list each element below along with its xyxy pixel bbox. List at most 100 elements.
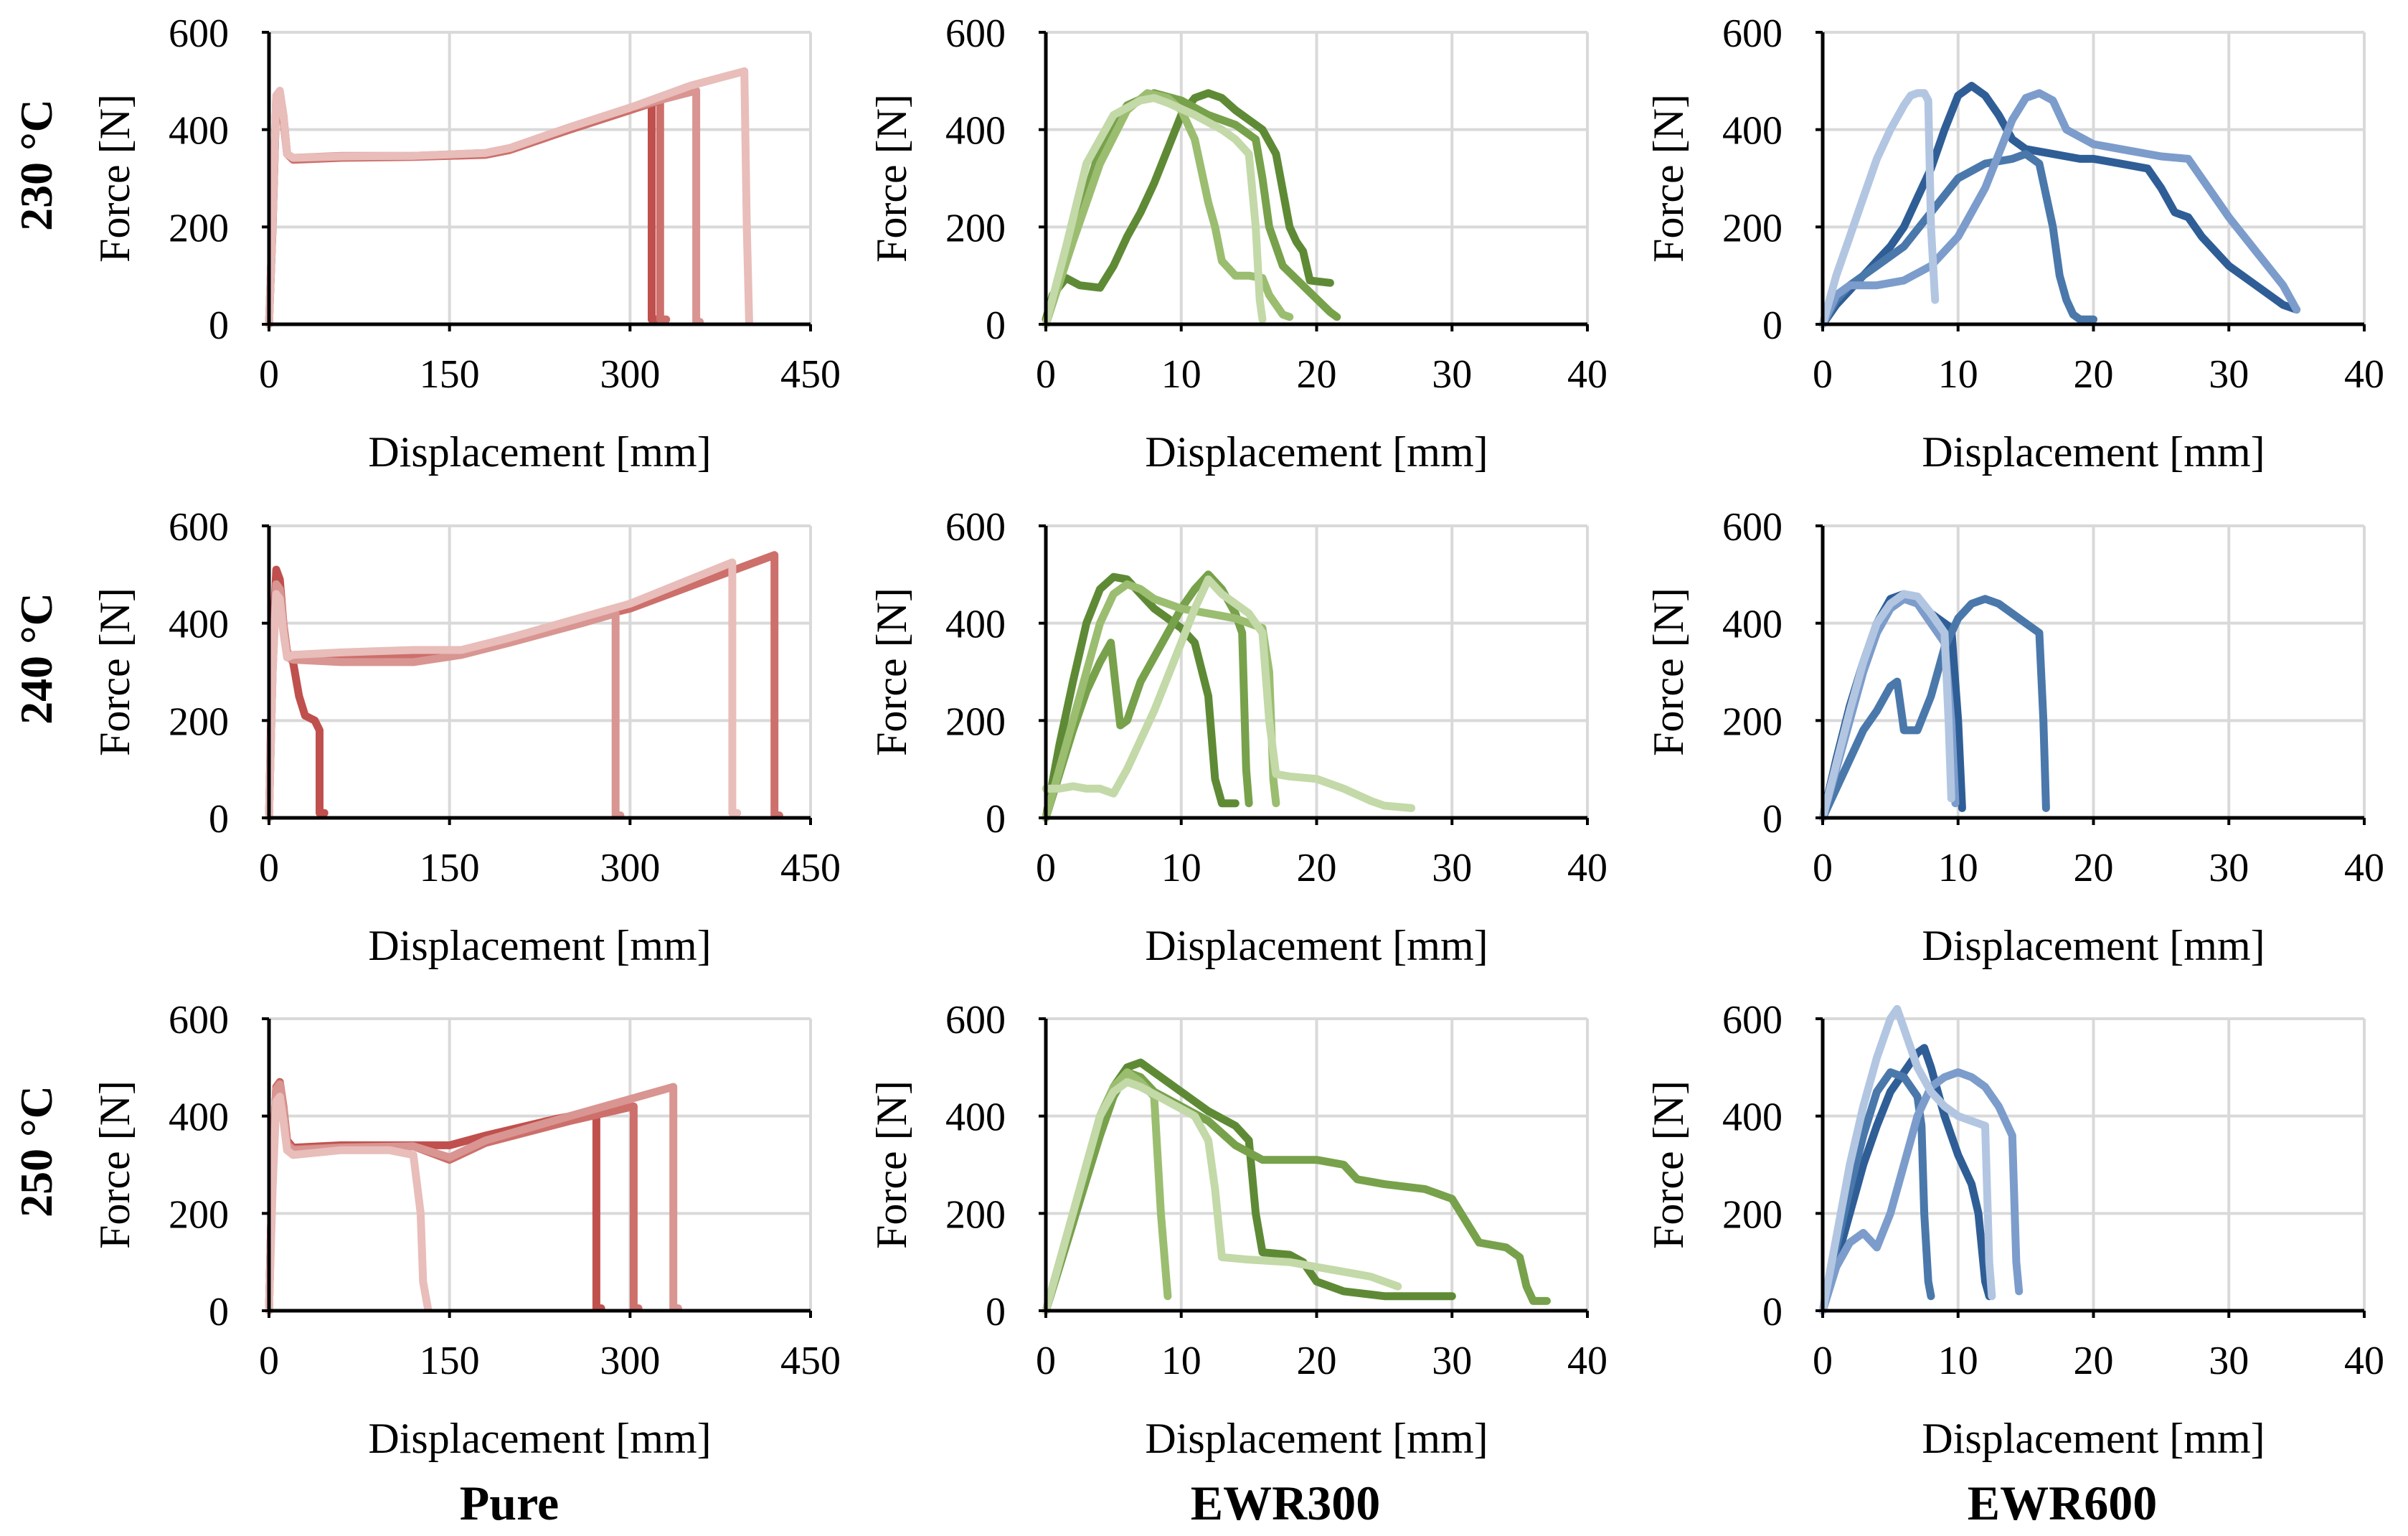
x-tick-label: 30 (1432, 1339, 1472, 1383)
y-axis-label: Force [N] (1645, 1080, 1692, 1249)
x-tick-label: 40 (1567, 352, 1607, 397)
x-tick-label: 10 (1161, 352, 1201, 397)
series-line-4 (1042, 94, 1267, 329)
x-tick-label: 20 (1297, 846, 1337, 890)
y-tick-label: 0 (209, 797, 229, 842)
series-line-4 (1818, 590, 1955, 822)
column-label-pure: Pure (460, 1476, 559, 1530)
y-tick-label: 600 (945, 998, 1006, 1042)
x-tick-label: 10 (1938, 846, 1978, 890)
x-tick-label: 20 (2074, 1339, 2114, 1383)
series-line-2 (1818, 1068, 1935, 1315)
y-axis-label: Force [N] (868, 588, 915, 756)
row-label-240: 240 °C (11, 593, 62, 725)
chart-ewr300-230: 0 200 400 600 0 10 20 30 40 Displacement [mm] Forc… (868, 11, 1607, 476)
row-label-250: 250 °C (11, 1085, 62, 1217)
x-tick-label: 40 (1567, 846, 1607, 890)
y-tick-label: 0 (986, 303, 1006, 348)
x-axis-label: Displacement [mm] (368, 428, 711, 476)
y-tick-label: 0 (209, 303, 229, 348)
series-line-4 (1042, 575, 1416, 812)
series-line-2 (265, 551, 783, 822)
x-axis-label: Displacement [mm] (1922, 922, 2265, 969)
y-tick-label: 400 (945, 109, 1006, 154)
row-label-230: 230 °C (11, 99, 62, 231)
x-tick-label: 40 (2344, 352, 2384, 397)
y-tick-label: 400 (945, 603, 1006, 647)
series-line-4 (265, 1093, 432, 1315)
x-tick-label: 10 (1938, 352, 1978, 397)
y-tick-label: 600 (1722, 505, 1783, 550)
chart-pure-250: 0 200 400 600 0 150 300 450 Displacement [mm] For… (91, 998, 841, 1462)
x-axis-label: Displacement [mm] (1145, 1415, 1488, 1462)
y-tick-label: 200 (945, 1192, 1006, 1237)
x-tick-label: 150 (420, 352, 480, 397)
x-axis-label: Displacement [mm] (368, 1415, 711, 1462)
x-tick-label: 40 (2344, 846, 2384, 890)
series-line-2 (1818, 150, 2097, 329)
x-tick-label: 0 (259, 1339, 279, 1383)
series-line-4 (265, 558, 742, 822)
x-tick-label: 300 (600, 846, 660, 890)
y-axis-label: Force [N] (868, 94, 915, 263)
x-tick-label: 300 (600, 1339, 660, 1383)
y-tick-label: 400 (945, 1096, 1006, 1140)
y-tick-label: 0 (986, 797, 1006, 842)
y-axis-label: Force [N] (1645, 588, 1692, 756)
y-tick-label: 400 (1722, 603, 1783, 647)
x-axis-label: Displacement [mm] (1145, 428, 1488, 476)
x-tick-label: 0 (259, 846, 279, 890)
y-tick-label: 0 (1762, 1290, 1783, 1334)
series-line-2 (265, 89, 671, 329)
y-axis-label: Force [N] (91, 588, 138, 756)
x-tick-label: 20 (2074, 846, 2114, 890)
y-tick-label: 200 (169, 206, 229, 250)
y-tick-label: 600 (945, 11, 1006, 56)
y-tick-label: 0 (209, 1290, 229, 1334)
y-axis-label: Force [N] (91, 1080, 138, 1249)
y-tick-label: 0 (1762, 303, 1783, 348)
series-line-1 (1042, 573, 1240, 822)
chart-ewr300-240: 0 200 400 600 0 10 20 30 40 Displacement [mm] Forc… (868, 505, 1607, 969)
y-tick-label: 0 (1762, 797, 1783, 842)
x-tick-label: 30 (1432, 846, 1472, 890)
y-tick-label: 600 (1722, 998, 1783, 1042)
y-tick-label: 400 (1722, 1096, 1783, 1140)
chart-ewr600-230: 0 200 400 600 0 10 20 30 40 Displacement [mm] Forc… (1645, 11, 2384, 476)
y-axis-label: Force [N] (91, 94, 138, 263)
y-tick-label: 200 (169, 1192, 229, 1237)
x-tick-label: 30 (2209, 846, 2249, 890)
x-axis-label: Displacement [mm] (368, 922, 711, 969)
x-tick-label: 30 (2209, 1339, 2249, 1383)
x-tick-label: 30 (1432, 352, 1472, 397)
y-tick-label: 600 (169, 11, 229, 56)
x-tick-label: 450 (780, 846, 841, 890)
y-tick-label: 400 (169, 109, 229, 154)
x-axis-label: Displacement [mm] (1145, 922, 1488, 969)
y-tick-label: 600 (945, 505, 1006, 550)
x-tick-label: 150 (420, 1339, 480, 1383)
y-tick-label: 200 (1722, 1192, 1783, 1237)
series-line-3 (1042, 89, 1294, 329)
x-tick-label: 0 (1036, 352, 1056, 397)
x-tick-label: 20 (1297, 352, 1337, 397)
y-tick-label: 200 (169, 699, 229, 744)
x-tick-label: 300 (600, 352, 660, 397)
series-line-3 (1818, 595, 1960, 822)
x-tick-label: 10 (1938, 1339, 1978, 1383)
y-axis-label: Force [N] (1645, 94, 1692, 263)
x-tick-label: 0 (1813, 846, 1833, 890)
x-tick-label: 0 (1813, 352, 1833, 397)
y-tick-label: 400 (169, 603, 229, 647)
series-line-2 (1042, 1068, 1551, 1315)
y-tick-label: 600 (169, 998, 229, 1042)
series-line-2 (1818, 595, 2050, 822)
series-line-3 (265, 86, 704, 329)
column-label-ewr300: EWR300 (1191, 1476, 1380, 1530)
column-label-ewr600: EWR600 (1968, 1476, 2157, 1530)
x-axis-label: Displacement [mm] (1922, 1415, 2265, 1462)
y-tick-label: 600 (169, 505, 229, 550)
series-line-1 (1042, 89, 1334, 324)
x-tick-label: 40 (2344, 1339, 2384, 1383)
